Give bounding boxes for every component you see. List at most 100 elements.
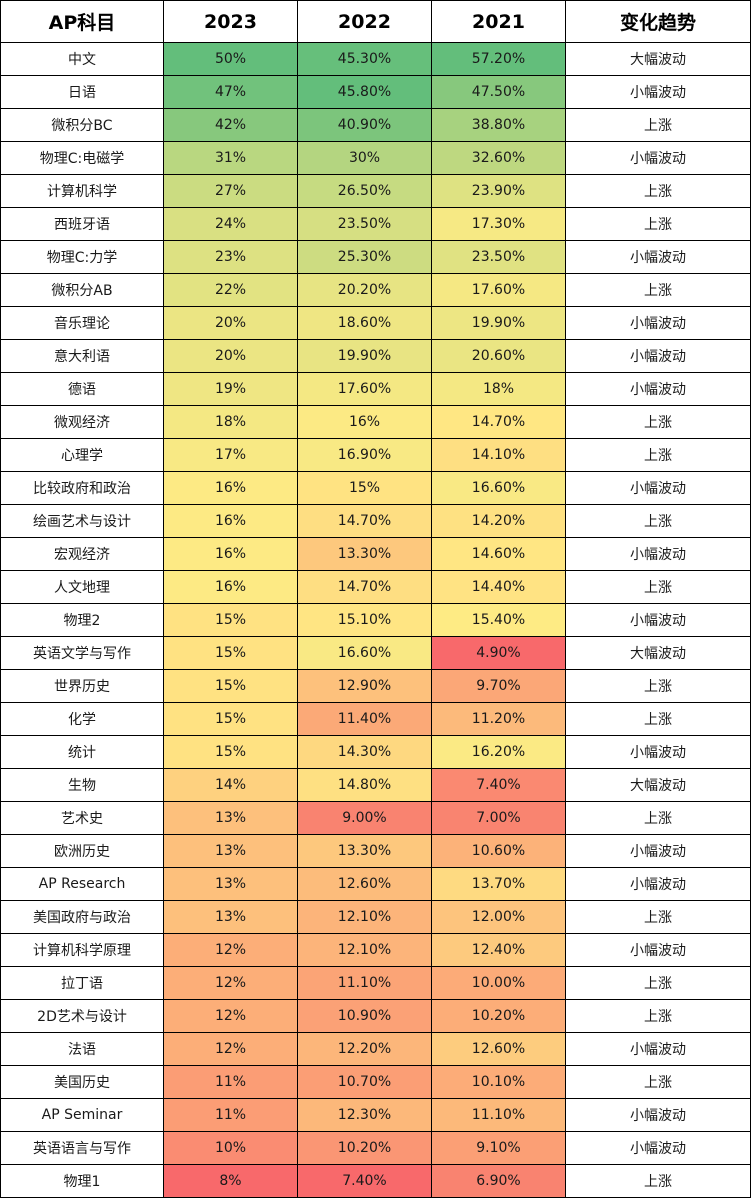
subject-cell: 化学 — [0, 702, 164, 736]
value-2021-cell: 19.90% — [431, 306, 566, 340]
trend-cell: 上涨 — [565, 702, 751, 736]
trend-cell: 上涨 — [565, 801, 751, 835]
trend-cell: 上涨 — [565, 900, 751, 934]
trend-cell: 小幅波动 — [565, 1131, 751, 1165]
value-2022-cell: 18.60% — [297, 306, 432, 340]
trend-cell: 小幅波动 — [565, 933, 751, 967]
value-2021-cell: 23.90% — [431, 174, 566, 208]
trend-cell: 大幅波动 — [565, 768, 751, 802]
subject-cell: 绘画艺术与设计 — [0, 504, 164, 538]
value-2021-cell: 10.00% — [431, 966, 566, 1000]
table-row: 微观经济 18% 16% 14.70% 上涨 — [0, 405, 751, 439]
table-row: 中文 50% 45.30% 57.20% 大幅波动 — [0, 42, 751, 76]
table-row: 化学 15% 11.40% 11.20% 上涨 — [0, 702, 751, 736]
trend-cell: 小幅波动 — [565, 339, 751, 373]
value-2023-cell: 16% — [163, 471, 298, 505]
subject-cell: 音乐理论 — [0, 306, 164, 340]
header-trend: 变化趋势 — [565, 0, 751, 43]
header-2022: 2022 — [297, 0, 432, 43]
table-row: 英语语言与写作 10% 10.20% 9.10% 小幅波动 — [0, 1131, 751, 1165]
value-2022-cell: 14.70% — [297, 504, 432, 538]
table-row: 统计 15% 14.30% 16.20% 小幅波动 — [0, 735, 751, 769]
subject-cell: 2D艺术与设计 — [0, 999, 164, 1033]
table-row: 比较政府和政治 16% 15% 16.60% 小幅波动 — [0, 471, 751, 505]
trend-cell: 大幅波动 — [565, 636, 751, 670]
table-row: 计算机科学 27% 26.50% 23.90% 上涨 — [0, 174, 751, 208]
trend-cell: 大幅波动 — [565, 42, 751, 76]
value-2022-cell: 13.30% — [297, 834, 432, 868]
table-row: 英语文学与写作 15% 16.60% 4.90% 大幅波动 — [0, 636, 751, 670]
value-2021-cell: 23.50% — [431, 240, 566, 274]
table-row: 微积分AB 22% 20.20% 17.60% 上涨 — [0, 273, 751, 307]
value-2022-cell: 13.30% — [297, 537, 432, 571]
value-2021-cell: 9.10% — [431, 1131, 566, 1165]
subject-cell: 德语 — [0, 372, 164, 406]
value-2022-cell: 12.90% — [297, 669, 432, 703]
subject-cell: 人文地理 — [0, 570, 164, 604]
value-2022-cell: 11.10% — [297, 966, 432, 1000]
value-2022-cell: 14.70% — [297, 570, 432, 604]
value-2022-cell: 15.10% — [297, 603, 432, 637]
value-2023-cell: 10% — [163, 1131, 298, 1165]
value-2021-cell: 57.20% — [431, 42, 566, 76]
value-2023-cell: 13% — [163, 834, 298, 868]
trend-cell: 上涨 — [565, 1164, 751, 1198]
table-row: 德语 19% 17.60% 18% 小幅波动 — [0, 372, 751, 406]
subject-cell: 中文 — [0, 42, 164, 76]
value-2022-cell: 14.80% — [297, 768, 432, 802]
trend-cell: 上涨 — [565, 438, 751, 472]
value-2023-cell: 14% — [163, 768, 298, 802]
value-2022-cell: 12.60% — [297, 867, 432, 901]
value-2023-cell: 19% — [163, 372, 298, 406]
table-row: AP Research 13% 12.60% 13.70% 小幅波动 — [0, 867, 751, 901]
value-2021-cell: 18% — [431, 372, 566, 406]
trend-cell: 上涨 — [565, 1065, 751, 1099]
subject-cell: 法语 — [0, 1032, 164, 1066]
trend-cell: 小幅波动 — [565, 1098, 751, 1132]
table-row: 音乐理论 20% 18.60% 19.90% 小幅波动 — [0, 306, 751, 340]
trend-cell: 上涨 — [565, 405, 751, 439]
table-row: AP Seminar 11% 12.30% 11.10% 小幅波动 — [0, 1098, 751, 1132]
header-2023: 2023 — [163, 0, 298, 43]
subject-cell: 物理C:电磁学 — [0, 141, 164, 175]
value-2022-cell: 12.10% — [297, 900, 432, 934]
subject-cell: 欧洲历史 — [0, 834, 164, 868]
value-2023-cell: 11% — [163, 1065, 298, 1099]
value-2023-cell: 15% — [163, 669, 298, 703]
value-2023-cell: 50% — [163, 42, 298, 76]
value-2023-cell: 22% — [163, 273, 298, 307]
value-2023-cell: 24% — [163, 207, 298, 241]
value-2021-cell: 12.60% — [431, 1032, 566, 1066]
value-2021-cell: 47.50% — [431, 75, 566, 109]
value-2023-cell: 15% — [163, 603, 298, 637]
table-row: 计算机科学原理 12% 12.10% 12.40% 小幅波动 — [0, 933, 751, 967]
value-2022-cell: 12.10% — [297, 933, 432, 967]
value-2021-cell: 15.40% — [431, 603, 566, 637]
table-row: 欧洲历史 13% 13.30% 10.60% 小幅波动 — [0, 834, 751, 868]
value-2022-cell: 16.60% — [297, 636, 432, 670]
value-2023-cell: 42% — [163, 108, 298, 142]
subject-cell: 英语文学与写作 — [0, 636, 164, 670]
trend-cell: 小幅波动 — [565, 75, 751, 109]
value-2022-cell: 12.30% — [297, 1098, 432, 1132]
value-2022-cell: 15% — [297, 471, 432, 505]
table-body: 中文 50% 45.30% 57.20% 大幅波动 日语 47% 45.80% 47.50% 小幅… — [0, 42, 751, 1198]
value-2021-cell: 14.40% — [431, 570, 566, 604]
trend-cell: 上涨 — [565, 570, 751, 604]
value-2022-cell: 9.00% — [297, 801, 432, 835]
value-2023-cell: 16% — [163, 537, 298, 571]
table-row: 微积分BC 42% 40.90% 38.80% 上涨 — [0, 108, 751, 142]
subject-cell: 计算机科学 — [0, 174, 164, 208]
table-row: 世界历史 15% 12.90% 9.70% 上涨 — [0, 669, 751, 703]
table-row: 意大利语 20% 19.90% 20.60% 小幅波动 — [0, 339, 751, 373]
header-subject: AP科目 — [0, 0, 164, 43]
value-2023-cell: 17% — [163, 438, 298, 472]
table-row: 宏观经济 16% 13.30% 14.60% 小幅波动 — [0, 537, 751, 571]
value-2023-cell: 15% — [163, 636, 298, 670]
trend-cell: 小幅波动 — [565, 735, 751, 769]
subject-cell: 世界历史 — [0, 669, 164, 703]
trend-cell: 小幅波动 — [565, 141, 751, 175]
trend-cell: 小幅波动 — [565, 471, 751, 505]
subject-cell: 物理C:力学 — [0, 240, 164, 274]
